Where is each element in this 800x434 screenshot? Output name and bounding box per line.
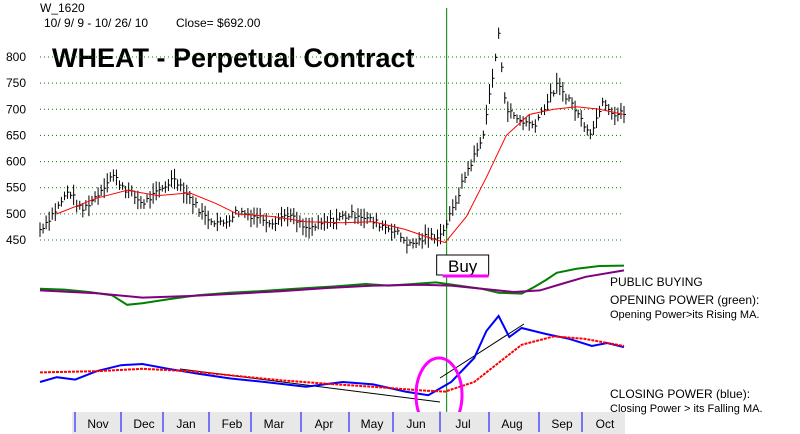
month-label: Feb (222, 417, 243, 431)
closing-power-breakout-line (439, 323, 525, 379)
month-label: Sep (551, 417, 573, 431)
close-price-label: Close= $692.00 (176, 16, 261, 30)
y-tick-label: 550 (6, 181, 26, 195)
price-gridlines (40, 56, 624, 241)
month-label: Aug (501, 417, 522, 431)
month-axis: Nov Dec Jan Feb Mar Apr May Jun Jul Aug Sep Oct (74, 412, 615, 432)
price-moving-average (56, 106, 625, 244)
closing-power-description: Closing Power > its Falling MA. (610, 403, 763, 415)
price-bars (39, 27, 626, 254)
opening-power-ma (39, 269, 625, 299)
month-label: Oct (596, 417, 615, 431)
month-label: Mar (264, 417, 285, 431)
y-tick-label: 650 (6, 128, 26, 142)
symbol-label: W_1620 (40, 1, 85, 15)
y-tick-label: 700 (6, 102, 26, 116)
month-label: Dec (133, 417, 154, 431)
y-tick-label: 600 (6, 155, 26, 169)
opening-power-line (39, 264, 625, 306)
opening-power-description: Opening Power>its Rising MA. (610, 309, 759, 321)
opening-power-title: OPENING POWER (green): (610, 293, 759, 307)
y-tick-label: 800 (6, 50, 26, 64)
closing-power-ma (39, 335, 625, 393)
month-label: Jul (455, 417, 470, 431)
closing-power-title: CLOSING POWER (blue): (610, 387, 750, 401)
buy-signal-box: Buy (436, 254, 490, 278)
y-axis-ticks: 800 750 700 650 600 550 500 450 (6, 50, 26, 247)
y-tick-label: 500 (6, 207, 26, 221)
month-label: May (361, 417, 384, 431)
chart-title: WHEAT - Perpetual Contract (52, 43, 415, 73)
month-label: Apr (315, 417, 334, 431)
public-buying-label: PUBLIC BUYING (610, 275, 703, 289)
y-tick-label: 750 (6, 76, 26, 90)
month-label: Nov (87, 417, 108, 431)
month-label: Jan (176, 417, 195, 431)
date-range-label: 10/ 9/ 9 - 10/ 26/ 10 (44, 16, 148, 30)
y-tick-label: 450 (6, 233, 26, 247)
month-label: Jun (406, 417, 425, 431)
buy-label: Buy (448, 257, 478, 276)
